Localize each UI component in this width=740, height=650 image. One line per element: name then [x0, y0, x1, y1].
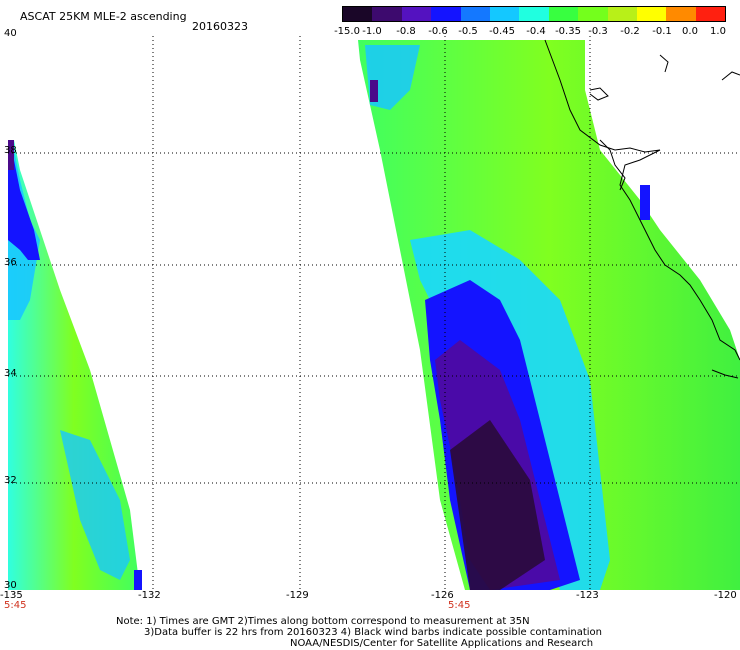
colorbar-label: 0.0 — [682, 26, 698, 37]
colorbar-swatch — [666, 7, 696, 21]
lon-label: -135 — [0, 590, 23, 601]
lat-label: 32 — [4, 475, 17, 486]
lat-label: 38 — [4, 145, 17, 156]
colorbar-label: -0.45 — [489, 26, 515, 37]
coastline — [544, 39, 740, 361]
right-swath-dark-core — [450, 420, 545, 590]
gridlines — [8, 36, 740, 590]
time-label: 5:45 — [4, 600, 27, 611]
colorbar-label: -15.0 — [334, 26, 360, 37]
lon-label: -129 — [286, 590, 309, 601]
colorbar-label: -0.1 — [652, 26, 672, 37]
colorbar-swatch — [401, 7, 432, 21]
note-line: 3)Data buffer is 22 hrs from 20160323 4)… — [144, 627, 602, 638]
lat-label: 30 — [4, 580, 17, 591]
lat-label: 34 — [4, 368, 17, 379]
lat-label: 36 — [4, 257, 17, 268]
colorbar-label: -0.35 — [555, 26, 581, 37]
left-swath-purple — [8, 140, 14, 170]
colorbar-label: -0.3 — [588, 26, 608, 37]
colorbar-label: -0.4 — [526, 26, 546, 37]
note-line: Note: 1) Times are GMT 2)Times along bot… — [116, 616, 530, 627]
colorbar-label: -0.8 — [396, 26, 416, 37]
note-line: NOAA/NESDIS/Center for Satellite Applica… — [290, 638, 594, 649]
colorbar-swatch — [460, 7, 490, 21]
lon-label: -123 — [576, 590, 599, 601]
lon-label: -120 — [714, 590, 737, 601]
colorbar-swatch — [636, 7, 667, 21]
colorbar-swatch — [372, 7, 402, 21]
colorbar-swatch — [578, 7, 608, 21]
map-title: ASCAT 25KM MLE-2 ascending — [20, 10, 187, 23]
coastline-south — [711, 369, 739, 379]
colorbar-swatch — [548, 7, 579, 21]
lake-outline — [589, 87, 609, 101]
time-label: 5:45 — [448, 600, 471, 611]
lon-label: -132 — [138, 590, 161, 601]
colorbar-label: -0.5 — [458, 26, 478, 37]
colorbar-swatch — [489, 7, 520, 21]
left-swath-blue-corner — [134, 570, 142, 590]
lon-label: -126 — [431, 590, 454, 601]
colorbar-swatch — [519, 7, 549, 21]
lat-label: 40 — [4, 28, 17, 39]
right-swath-purple-top — [370, 80, 378, 102]
colorbar-label: -0.6 — [428, 26, 448, 37]
colorbar-swatch — [695, 7, 726, 21]
right-swath-coast-blue — [640, 185, 650, 220]
bay-outline — [599, 139, 626, 191]
map-date: 20160323 — [192, 20, 248, 33]
colorbar-swatch — [607, 7, 637, 21]
left-swath-lower-cyan — [60, 430, 130, 580]
colorbar — [342, 6, 726, 22]
coastline-east — [721, 71, 740, 81]
colorbar-label: 1.0 — [710, 26, 726, 37]
colorbar-label: -0.2 — [620, 26, 640, 37]
colorbar-label: -1.0 — [362, 26, 382, 37]
left-swath-blue — [8, 160, 40, 260]
colorbar-swatch — [343, 7, 373, 21]
right-swath-cyan-top — [365, 45, 420, 110]
colorbar-swatch — [431, 7, 461, 21]
right-swath — [358, 40, 740, 590]
left-swath — [8, 140, 142, 590]
lake-outline — [659, 54, 669, 73]
